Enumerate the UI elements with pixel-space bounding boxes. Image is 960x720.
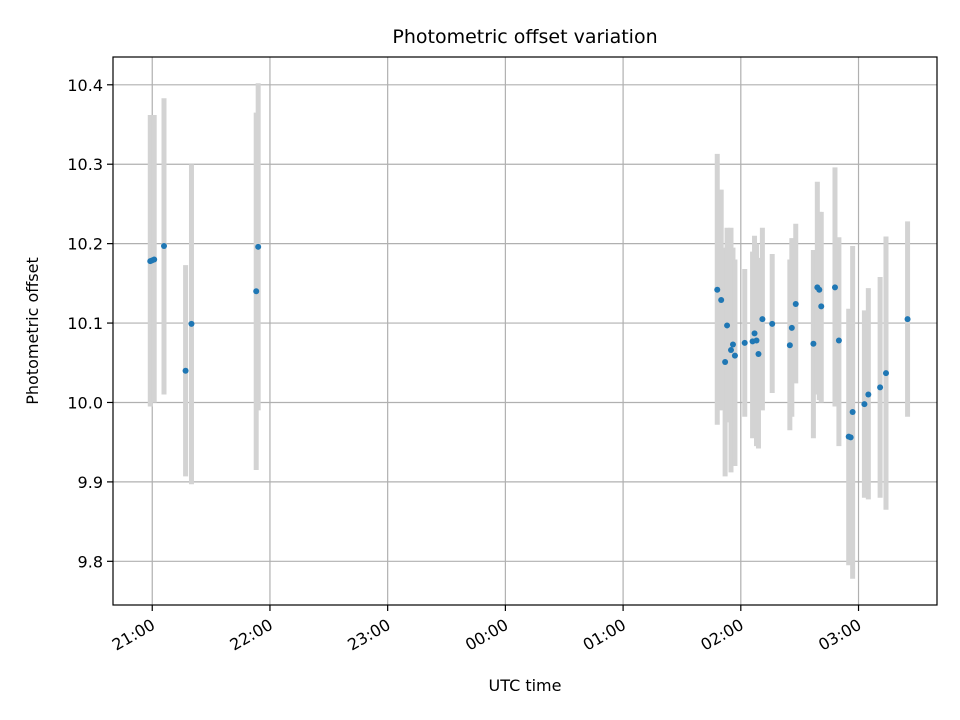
data-point — [729, 341, 736, 348]
data-points — [147, 243, 911, 441]
data-point — [714, 286, 721, 293]
data-point — [861, 401, 868, 408]
data-point — [877, 384, 884, 391]
data-point — [741, 339, 748, 346]
data-point — [818, 303, 825, 310]
y-tick-label: 9.8 — [78, 552, 103, 571]
data-point — [728, 347, 734, 354]
data-point — [882, 370, 889, 377]
data-point — [755, 351, 762, 358]
data-point — [849, 409, 856, 416]
data-point — [835, 337, 842, 344]
y-axis-label: Photometric offset — [23, 257, 42, 405]
data-point — [753, 337, 760, 344]
y-tick-label: 10.3 — [67, 155, 103, 174]
data-point — [253, 288, 260, 295]
data-point — [161, 243, 168, 250]
y-tick-label: 10.0 — [67, 393, 103, 412]
x-axis-label: UTC time — [489, 676, 562, 695]
data-point — [810, 340, 817, 347]
data-point — [255, 243, 262, 250]
grid — [113, 57, 937, 605]
y-tick-label: 9.9 — [78, 473, 103, 492]
data-point — [831, 284, 838, 291]
data-point — [731, 352, 738, 359]
data-point — [847, 434, 854, 441]
data-point — [722, 358, 729, 365]
data-point — [188, 320, 195, 327]
y-axis: 9.8 9.9 10.0 10.1 10.2 10.3 10.4 — [67, 76, 113, 571]
data-point — [792, 300, 799, 307]
plot-frame — [112, 56, 938, 606]
data-point — [182, 367, 189, 374]
data-point — [904, 316, 911, 323]
data-point — [759, 316, 766, 323]
data-point — [788, 324, 795, 331]
data-point — [724, 322, 731, 329]
data-point — [786, 342, 793, 349]
data-point — [865, 391, 872, 398]
data-point — [718, 297, 725, 304]
chart-title: Photometric offset variation — [392, 26, 657, 48]
data-point — [769, 320, 776, 327]
data-point — [751, 330, 758, 337]
y-tick-label: 10.4 — [67, 76, 103, 95]
y-tick-label: 10.2 — [67, 235, 103, 254]
data-point — [151, 256, 158, 263]
y-tick-label: 10.1 — [67, 314, 103, 333]
data-point — [816, 286, 823, 293]
